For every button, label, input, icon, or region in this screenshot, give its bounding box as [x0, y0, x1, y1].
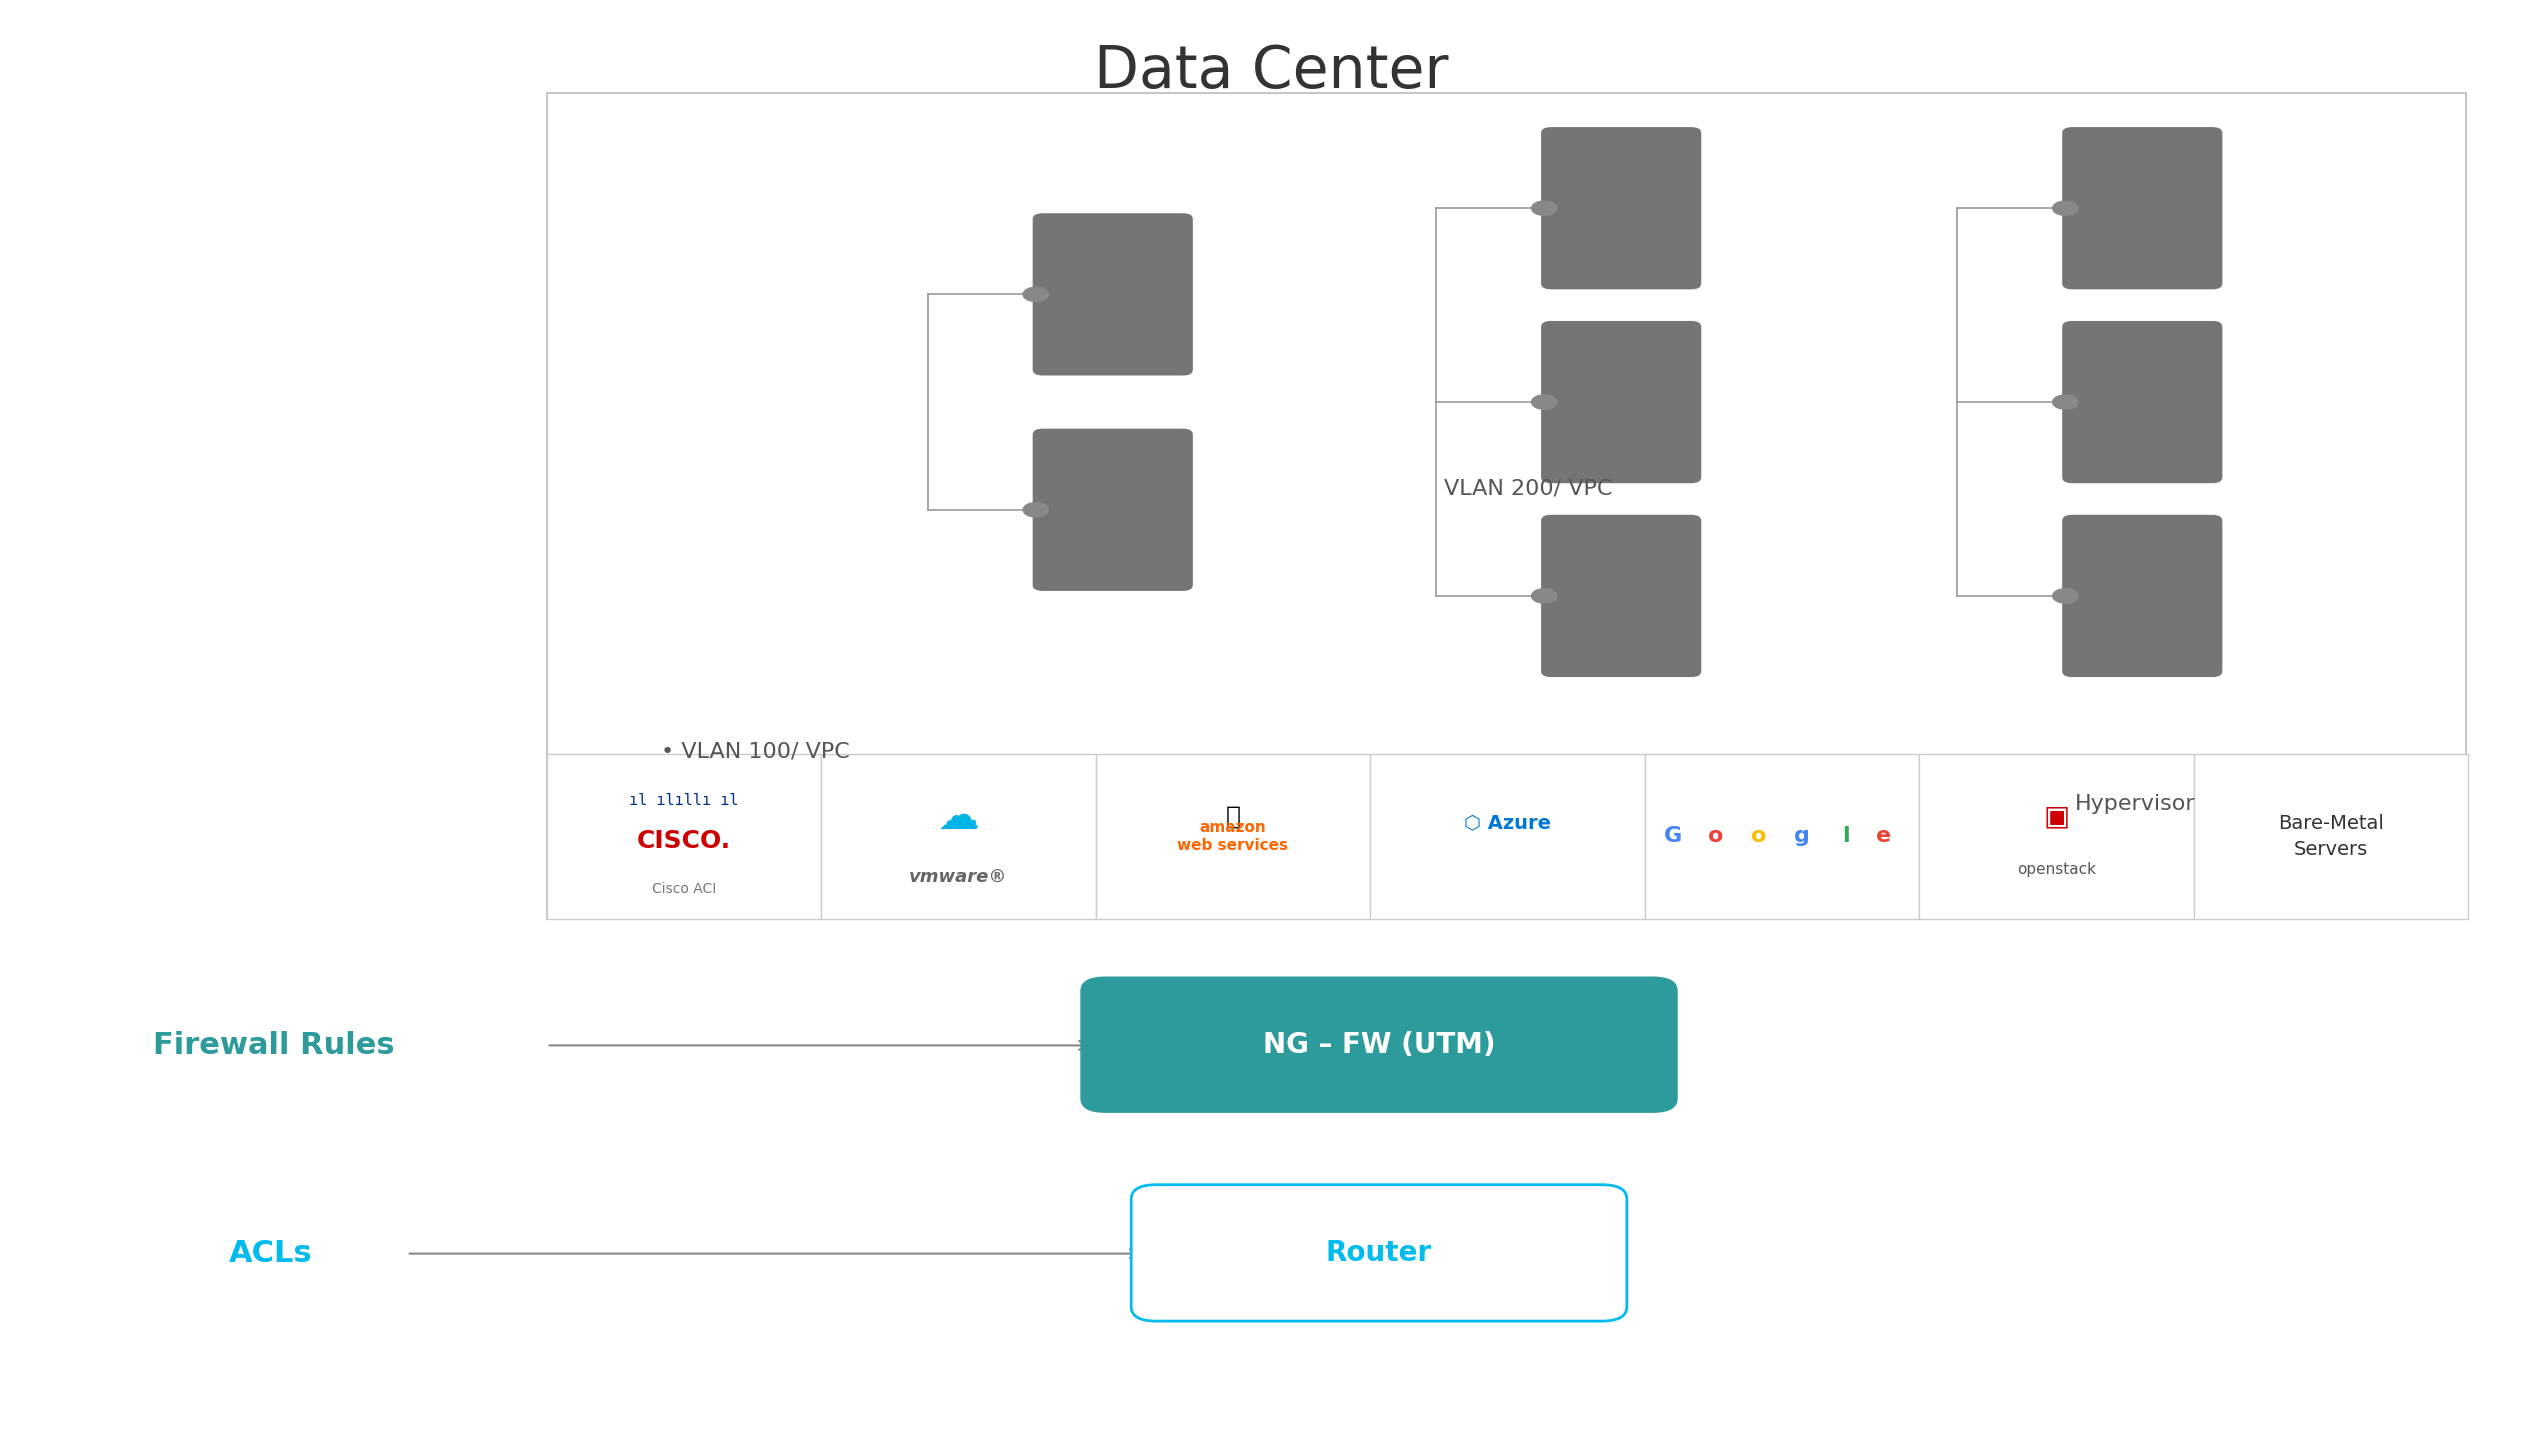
Text: ıl ılıllı ıl: ıl ılıllı ıl — [628, 793, 740, 807]
Text: 🟧: 🟧 — [1225, 804, 1240, 829]
FancyBboxPatch shape — [547, 754, 821, 919]
Text: openstack: openstack — [2016, 862, 2097, 877]
Text: o: o — [1708, 827, 1723, 846]
Text: ⬡ Azure: ⬡ Azure — [1464, 814, 1551, 833]
Text: l: l — [1843, 827, 1848, 846]
Text: ☁: ☁ — [938, 796, 979, 837]
Circle shape — [1022, 287, 1050, 302]
FancyBboxPatch shape — [2194, 754, 2468, 919]
Text: ACLs: ACLs — [229, 1239, 313, 1268]
FancyBboxPatch shape — [1540, 128, 1701, 290]
FancyBboxPatch shape — [1540, 322, 1701, 482]
Text: • VLAN 100/ VPC: • VLAN 100/ VPC — [661, 741, 849, 761]
FancyBboxPatch shape — [1645, 754, 1919, 919]
FancyBboxPatch shape — [2062, 128, 2222, 290]
FancyBboxPatch shape — [1370, 754, 1645, 919]
Circle shape — [1530, 589, 1556, 603]
Text: VLAN 200/ VPC: VLAN 200/ VPC — [1444, 478, 1612, 498]
Text: e: e — [1876, 827, 1891, 846]
Text: Hypervisor: Hypervisor — [2074, 794, 2196, 814]
Text: g: g — [1795, 827, 1810, 846]
Text: Router: Router — [1327, 1239, 1431, 1267]
Text: Firewall Rules: Firewall Rules — [153, 1031, 394, 1060]
Text: vmware®: vmware® — [910, 869, 1007, 887]
Circle shape — [1530, 201, 1556, 215]
FancyBboxPatch shape — [1919, 754, 2194, 919]
Text: Cisco ACI: Cisco ACI — [651, 882, 717, 896]
Text: CISCO.: CISCO. — [636, 830, 732, 853]
FancyBboxPatch shape — [1096, 754, 1370, 919]
Text: amazon
web services: amazon web services — [1177, 820, 1289, 853]
FancyBboxPatch shape — [821, 754, 1096, 919]
Text: o: o — [1751, 827, 1767, 846]
FancyBboxPatch shape — [1131, 1185, 1627, 1321]
Circle shape — [2054, 589, 2079, 603]
Text: ▣: ▣ — [2044, 803, 2069, 830]
Text: NG – FW (UTM): NG – FW (UTM) — [1263, 1031, 1495, 1058]
FancyBboxPatch shape — [2062, 322, 2222, 482]
FancyBboxPatch shape — [1032, 213, 1192, 375]
Circle shape — [2054, 395, 2079, 409]
FancyBboxPatch shape — [547, 93, 2466, 919]
Circle shape — [2054, 201, 2079, 215]
Circle shape — [1530, 395, 1556, 409]
Text: G: G — [1662, 827, 1683, 846]
FancyBboxPatch shape — [1032, 428, 1192, 592]
Text: Bare-Metal
Servers: Bare-Metal Servers — [2278, 814, 2384, 859]
Circle shape — [1022, 503, 1050, 517]
FancyBboxPatch shape — [1540, 516, 1701, 678]
FancyBboxPatch shape — [2062, 516, 2222, 678]
Text: Data Center: Data Center — [1093, 43, 1449, 101]
FancyBboxPatch shape — [1080, 976, 1678, 1113]
